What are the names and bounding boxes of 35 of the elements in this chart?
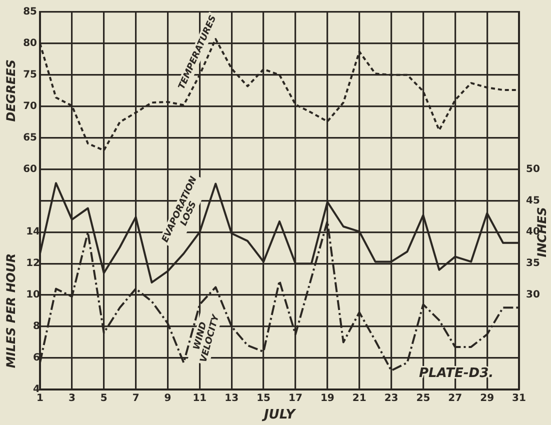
y2-tick-label: 45	[526, 195, 540, 206]
y3-tick-label: 14	[26, 226, 40, 238]
y-tick-label: 80	[23, 38, 38, 50]
y3-tick-label: 4	[33, 384, 40, 395]
y2-tick-label: 35	[526, 258, 540, 270]
x-tick-label: 7	[132, 392, 140, 404]
x-tick-label: 31	[512, 392, 526, 404]
y-tick-label: 65	[23, 132, 38, 144]
x-tick-label: 3	[68, 392, 76, 404]
x-tick-label: 1	[36, 392, 44, 404]
x-tick-label: 19	[320, 392, 334, 404]
x-tick-label: 5	[100, 392, 108, 404]
y3-tick-label: 10	[26, 290, 40, 301]
x-tick-label: 27	[448, 392, 462, 404]
x-tick-label: 21	[352, 392, 366, 404]
y-axis-title: DEGREES	[4, 59, 18, 122]
y3-axis-title: MILES PER HOUR	[4, 253, 18, 368]
y3-tick-label: 6	[33, 352, 40, 364]
x-axis-title: JULY	[260, 408, 297, 423]
x-tick-label: 9	[164, 392, 172, 404]
y3-tick-label: 12	[26, 258, 40, 270]
y-tick-label: 75	[23, 69, 38, 80]
x-tick-label: 25	[416, 392, 430, 404]
y-tick-label: 60	[23, 164, 38, 175]
x-tick-label: 17	[288, 392, 302, 404]
x-tick-label: 11	[192, 392, 207, 404]
x-tick-label: 15	[256, 392, 271, 404]
x-tick-label: 29	[480, 392, 494, 404]
y-tick-label: 70	[23, 100, 38, 112]
y2-tick-label: 30	[526, 290, 540, 301]
x-tick-label: 23	[384, 392, 398, 404]
y-tick-label: 85	[23, 6, 38, 18]
y3-tick-label: 8	[33, 321, 40, 332]
x-tick-label: 13	[224, 392, 239, 404]
y2-tick-label: 50	[526, 164, 540, 175]
